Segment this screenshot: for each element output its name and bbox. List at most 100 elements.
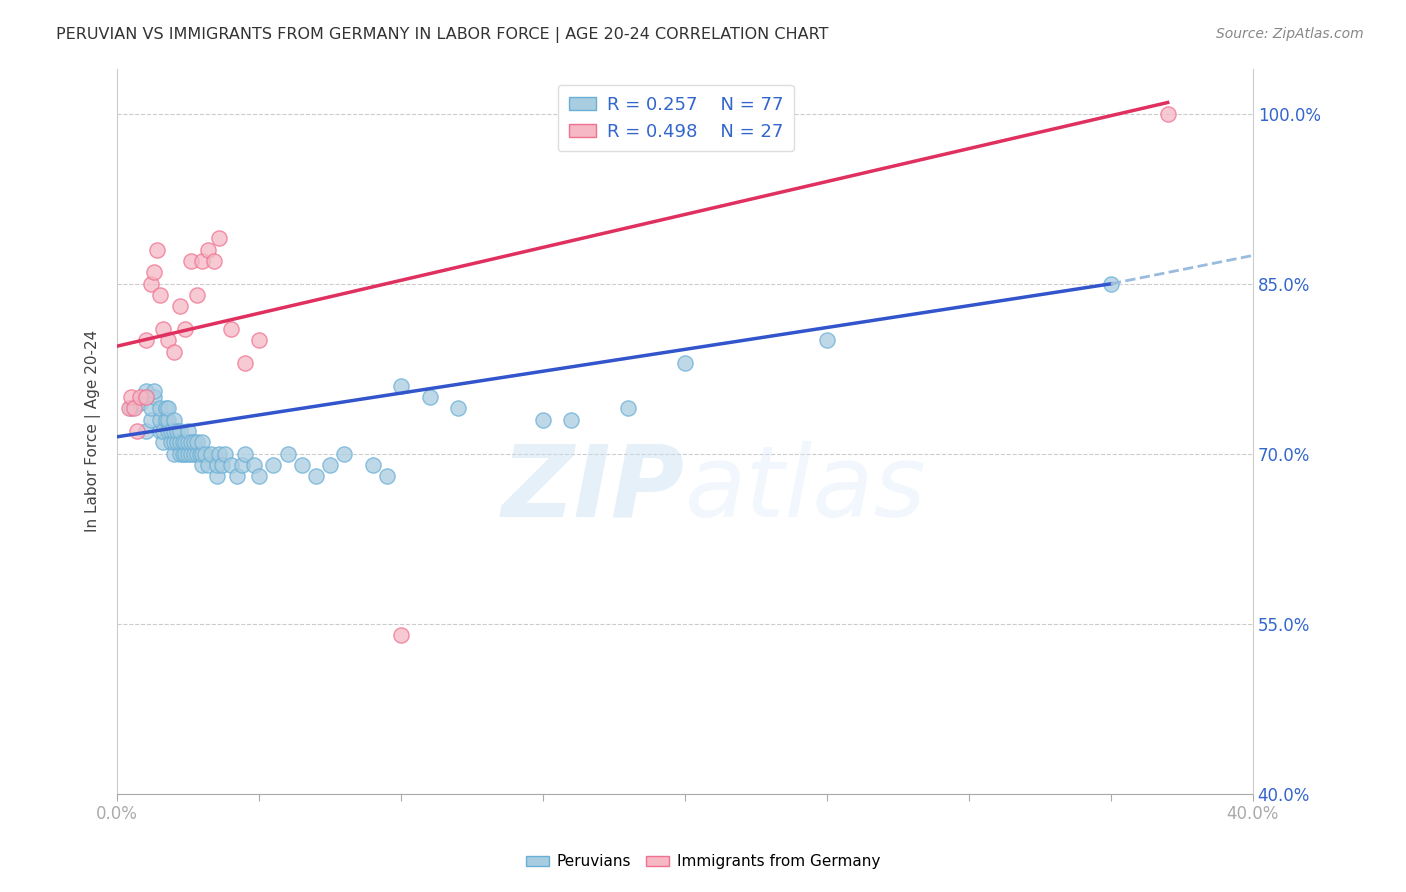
Point [121, 401, 143, 416]
Point [447, 401, 470, 416]
Point [169, 300, 191, 314]
Point [389, 378, 412, 392]
Point [135, 390, 157, 404]
Text: PERUVIAN VS IMMIGRANTS FROM GERMANY IN LABOR FORCE | AGE 20-24 CORRELATION CHART: PERUVIAN VS IMMIGRANTS FROM GERMANY IN L… [56, 27, 828, 43]
Text: ZIP: ZIP [502, 441, 685, 538]
Point [141, 277, 163, 291]
Point [160, 424, 183, 438]
Point [177, 435, 200, 450]
Point [219, 322, 242, 336]
Point [180, 435, 202, 450]
Point [169, 447, 191, 461]
Point [560, 413, 582, 427]
Point [531, 413, 554, 427]
Point [191, 458, 214, 472]
Point [160, 435, 183, 450]
Point [183, 447, 205, 461]
Point [186, 288, 208, 302]
Point [155, 413, 177, 427]
Point [247, 334, 270, 348]
Point [163, 447, 186, 461]
Point [225, 469, 247, 483]
Point [163, 435, 186, 450]
Point [815, 334, 838, 348]
Point [197, 458, 219, 472]
Y-axis label: In Labor Force | Age 20-24: In Labor Force | Age 20-24 [86, 330, 101, 533]
Point [149, 413, 172, 427]
Point [169, 435, 191, 450]
Point [152, 322, 174, 336]
Point [277, 447, 299, 461]
Point [177, 424, 200, 438]
Point [188, 447, 211, 461]
Point [117, 401, 139, 416]
Point [124, 401, 146, 416]
Point [157, 401, 180, 416]
Point [146, 243, 169, 257]
Point [157, 334, 180, 348]
Point [157, 413, 180, 427]
Point [242, 458, 264, 472]
Text: Source: ZipAtlas.com: Source: ZipAtlas.com [1216, 27, 1364, 41]
Point [157, 424, 180, 438]
Point [191, 254, 214, 268]
Point [208, 447, 231, 461]
Point [143, 390, 166, 404]
Point [233, 356, 256, 370]
Point [319, 458, 342, 472]
Point [149, 424, 172, 438]
Point [172, 435, 194, 450]
Point [191, 435, 214, 450]
Point [177, 447, 200, 461]
Point [129, 390, 152, 404]
Point [291, 458, 314, 472]
Point [149, 288, 172, 302]
Legend: R = 0.257    N = 77, R = 0.498    N = 27: R = 0.257 N = 77, R = 0.498 N = 27 [558, 85, 794, 152]
Point [231, 458, 253, 472]
Point [141, 401, 163, 416]
Point [129, 396, 152, 410]
Point [1156, 107, 1178, 121]
Point [169, 424, 191, 438]
Point [617, 401, 640, 416]
Point [174, 447, 197, 461]
Point [166, 424, 188, 438]
Point [333, 447, 356, 461]
Point [214, 447, 236, 461]
Point [194, 447, 217, 461]
Point [211, 458, 233, 472]
Point [202, 254, 225, 268]
Point [141, 413, 163, 427]
Point [197, 243, 219, 257]
Point [361, 458, 384, 472]
Point [135, 384, 157, 399]
Point [143, 384, 166, 399]
Point [186, 435, 208, 450]
Point [389, 628, 412, 642]
Point [305, 469, 328, 483]
Point [186, 447, 208, 461]
Point [152, 424, 174, 438]
Point [180, 447, 202, 461]
Text: atlas: atlas [685, 441, 927, 538]
Point [174, 435, 197, 450]
Legend: Peruvians, Immigrants from Germany: Peruvians, Immigrants from Germany [520, 848, 886, 875]
Point [174, 322, 197, 336]
Point [200, 447, 222, 461]
Point [121, 390, 143, 404]
Point [208, 231, 231, 245]
Point [155, 401, 177, 416]
Point [219, 458, 242, 472]
Point [127, 424, 149, 438]
Point [172, 447, 194, 461]
Point [375, 469, 398, 483]
Point [247, 469, 270, 483]
Point [149, 401, 172, 416]
Point [152, 435, 174, 450]
Point [166, 435, 188, 450]
Point [143, 265, 166, 279]
Point [419, 390, 441, 404]
Point [205, 458, 228, 472]
Point [135, 424, 157, 438]
Point [183, 435, 205, 450]
